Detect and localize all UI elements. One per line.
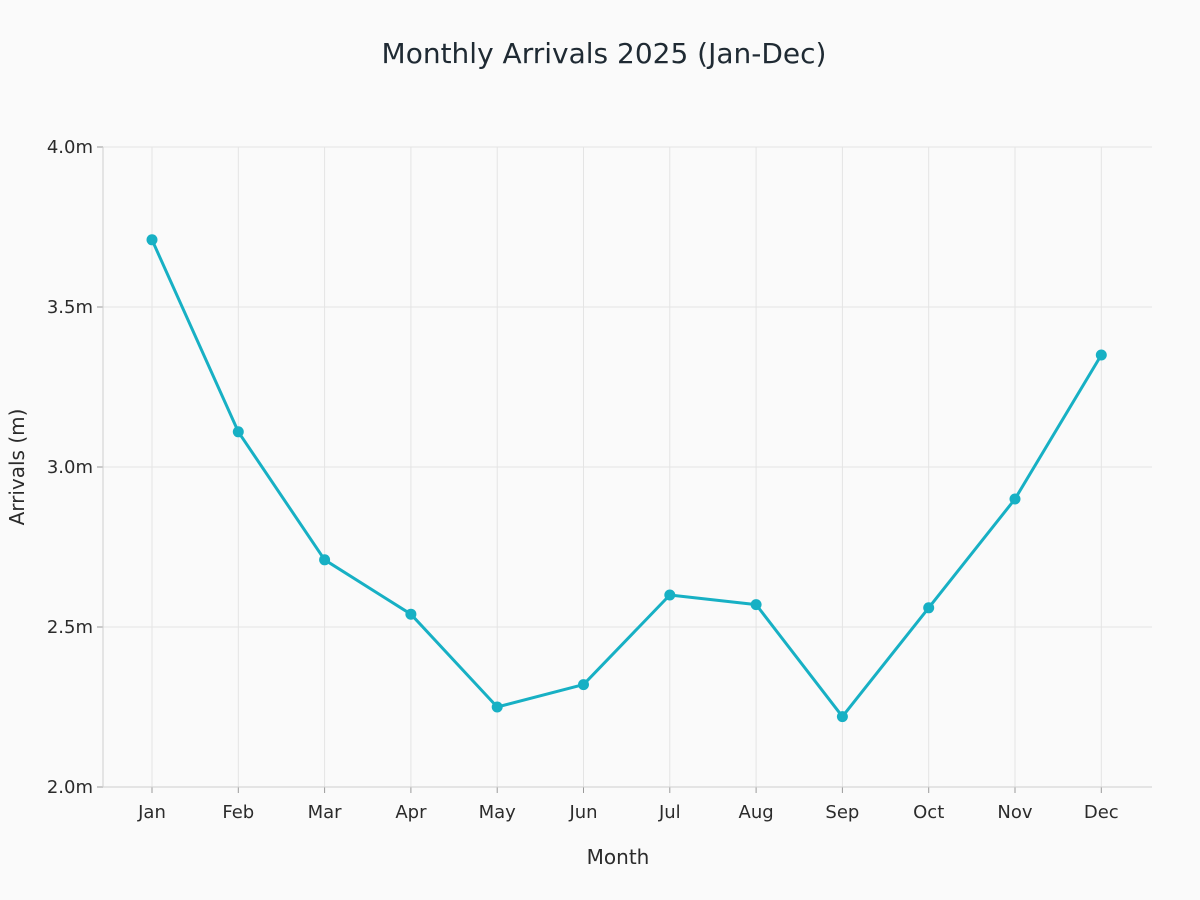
x-tick-label: Jan [137,802,166,823]
y-tick-label: 3.0m [47,457,93,478]
x-tick-labels: Jan Feb Mar Apr May Jun Jul Aug Sep Oct Nov Dec [137,802,1119,823]
x-axis-label: Month [587,845,650,869]
data-point [836,711,848,723]
y-tick-label: 3.5m [47,297,93,318]
data-point [750,599,762,611]
y-tick-label: 2.5m [47,617,93,638]
y-tick-label: 4.0m [47,137,93,158]
chart-title: Monthly Arrivals 2025 (Jan-Dec) [382,37,827,70]
x-tick-label: Sep [825,802,859,823]
x-tick-label: Nov [997,802,1032,823]
y-tick-label: 2.0m [47,777,93,798]
data-point [923,602,935,614]
axes [97,146,1152,793]
data-point [1095,349,1107,361]
x-tick-label: Feb [222,802,254,823]
x-tick-label: Aug [739,802,774,823]
x-tick-label: Dec [1084,802,1119,823]
x-tick-label: May [479,802,517,823]
x-tick-label: Jun [568,802,597,823]
data-point [578,679,589,691]
series [146,234,1107,723]
x-tick-label: Jul [658,802,681,823]
data-point [1009,493,1021,505]
data-point [664,589,676,601]
y-axis-label: Arrivals (m) [5,409,29,526]
data-point [405,608,417,620]
y-tick-labels: 2.0m 2.5m 3.0m 3.5m 4.0m [47,137,93,798]
series-line [150,238,1103,719]
data-point [319,554,331,566]
data-point [146,234,158,246]
x-tick-label: Apr [395,802,427,823]
x-tick-label: Mar [308,802,343,823]
data-point [232,426,244,438]
x-tick-label: Oct [913,802,944,823]
data-point [491,701,503,713]
grid-lines [103,146,1152,788]
